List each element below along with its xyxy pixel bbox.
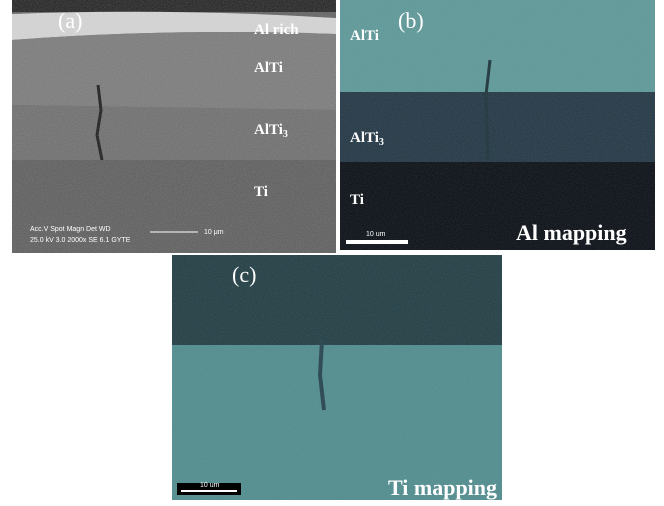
- info-header: Acc.V Spot Magn Det WD: [30, 226, 111, 233]
- scale-label: 10 um: [200, 482, 220, 489]
- panel-b: (b) AlTi AlTi3 Ti 10 um Al mapping: [340, 0, 655, 250]
- scale-label: 10 um: [366, 231, 386, 238]
- panel-label: (a): [58, 8, 82, 33]
- figure: (a) Al rich AlTi AlTi3 Ti Acc.V Spot Mag…: [0, 0, 664, 501]
- layer-label: Al rich: [254, 22, 299, 38]
- caption: Ti mapping: [388, 475, 497, 500]
- layer-label: AlTi: [254, 60, 283, 76]
- layer-label: Ti: [254, 184, 268, 200]
- panel-a: (a) Al rich AlTi AlTi3 Ti Acc.V Spot Mag…: [12, 0, 336, 253]
- panel-c: (c) 10 um Ti mapping: [172, 255, 502, 500]
- caption: Al mapping: [516, 220, 627, 245]
- layer-label: AlTi3: [254, 122, 288, 140]
- info-values: 25.0 kV 3.0 2000x SE 6.1 GYTE: [30, 237, 131, 244]
- scale-label: 10 μm: [204, 229, 224, 236]
- panel-label: (c): [232, 262, 256, 287]
- layer-label: AlTi3: [350, 130, 384, 148]
- panel-label: (b): [398, 8, 424, 33]
- layer-label: AlTi: [350, 28, 379, 44]
- layer-label: Ti: [350, 192, 364, 208]
